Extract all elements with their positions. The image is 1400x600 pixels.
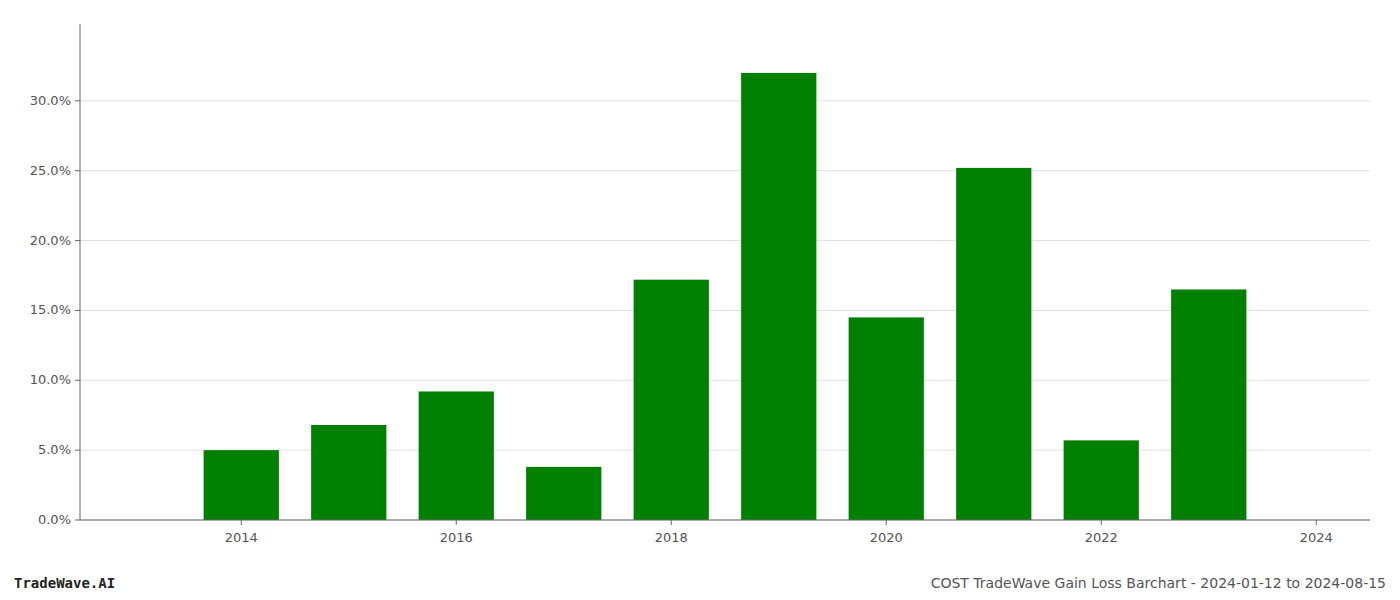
x-tick-label: 2022	[1085, 530, 1118, 545]
y-tick-label: 15.0%	[30, 302, 71, 317]
y-tick-label: 20.0%	[30, 233, 71, 248]
y-tick-label: 30.0%	[30, 93, 71, 108]
bar	[526, 467, 601, 520]
grid-line	[80, 100, 1370, 101]
bar	[311, 425, 386, 520]
x-tick-label: 2014	[225, 530, 258, 545]
bar	[849, 317, 924, 520]
x-tick-label: 2020	[870, 530, 903, 545]
bar	[1064, 440, 1139, 520]
x-axis: 2014 2016 2018 2020 2022 2024	[80, 520, 1370, 545]
bars	[204, 73, 1247, 520]
y-axis-line	[80, 24, 81, 520]
footer-right: COST TradeWave Gain Loss Barchart - 2024…	[931, 575, 1386, 591]
grid-line	[80, 240, 1370, 241]
bar	[634, 280, 709, 520]
y-tick-label: 10.0%	[30, 372, 71, 387]
y-tick	[75, 310, 80, 311]
y-tick	[75, 240, 80, 241]
bar	[1171, 289, 1246, 520]
x-tick	[671, 520, 672, 525]
footer-left: TradeWave.AI	[14, 575, 115, 591]
x-tick	[1316, 520, 1317, 525]
x-tick	[456, 520, 457, 525]
y-grid	[80, 101, 1370, 520]
grid-line	[80, 170, 1370, 171]
y-tick-label: 25.0%	[30, 163, 71, 178]
y-axis: 0.0% 5.0% 10.0% 15.0% 20.0% 25.0% 30.0%	[30, 24, 80, 527]
bar	[419, 391, 494, 520]
y-tick-label: 0.0%	[38, 512, 71, 527]
bar	[956, 168, 1031, 520]
x-tick-label: 2018	[655, 530, 688, 545]
x-tick	[886, 520, 887, 525]
x-axis-line	[80, 520, 1370, 521]
y-tick	[75, 170, 80, 171]
y-tick	[75, 450, 80, 451]
grid-line	[80, 520, 1370, 521]
x-tick-label: 2024	[1300, 530, 1333, 545]
y-tick	[75, 380, 80, 381]
bar	[741, 73, 816, 520]
x-tick	[241, 520, 242, 525]
bar	[204, 450, 279, 520]
y-tick	[75, 100, 80, 101]
y-tick	[75, 520, 80, 521]
chart: 0.0%5.0%10.0%15.0%20.0%25.0%30.0%2014201…	[0, 0, 1400, 600]
x-tick	[1101, 520, 1102, 525]
x-tick-label: 2016	[440, 530, 473, 545]
y-tick-label: 5.0%	[38, 442, 71, 457]
